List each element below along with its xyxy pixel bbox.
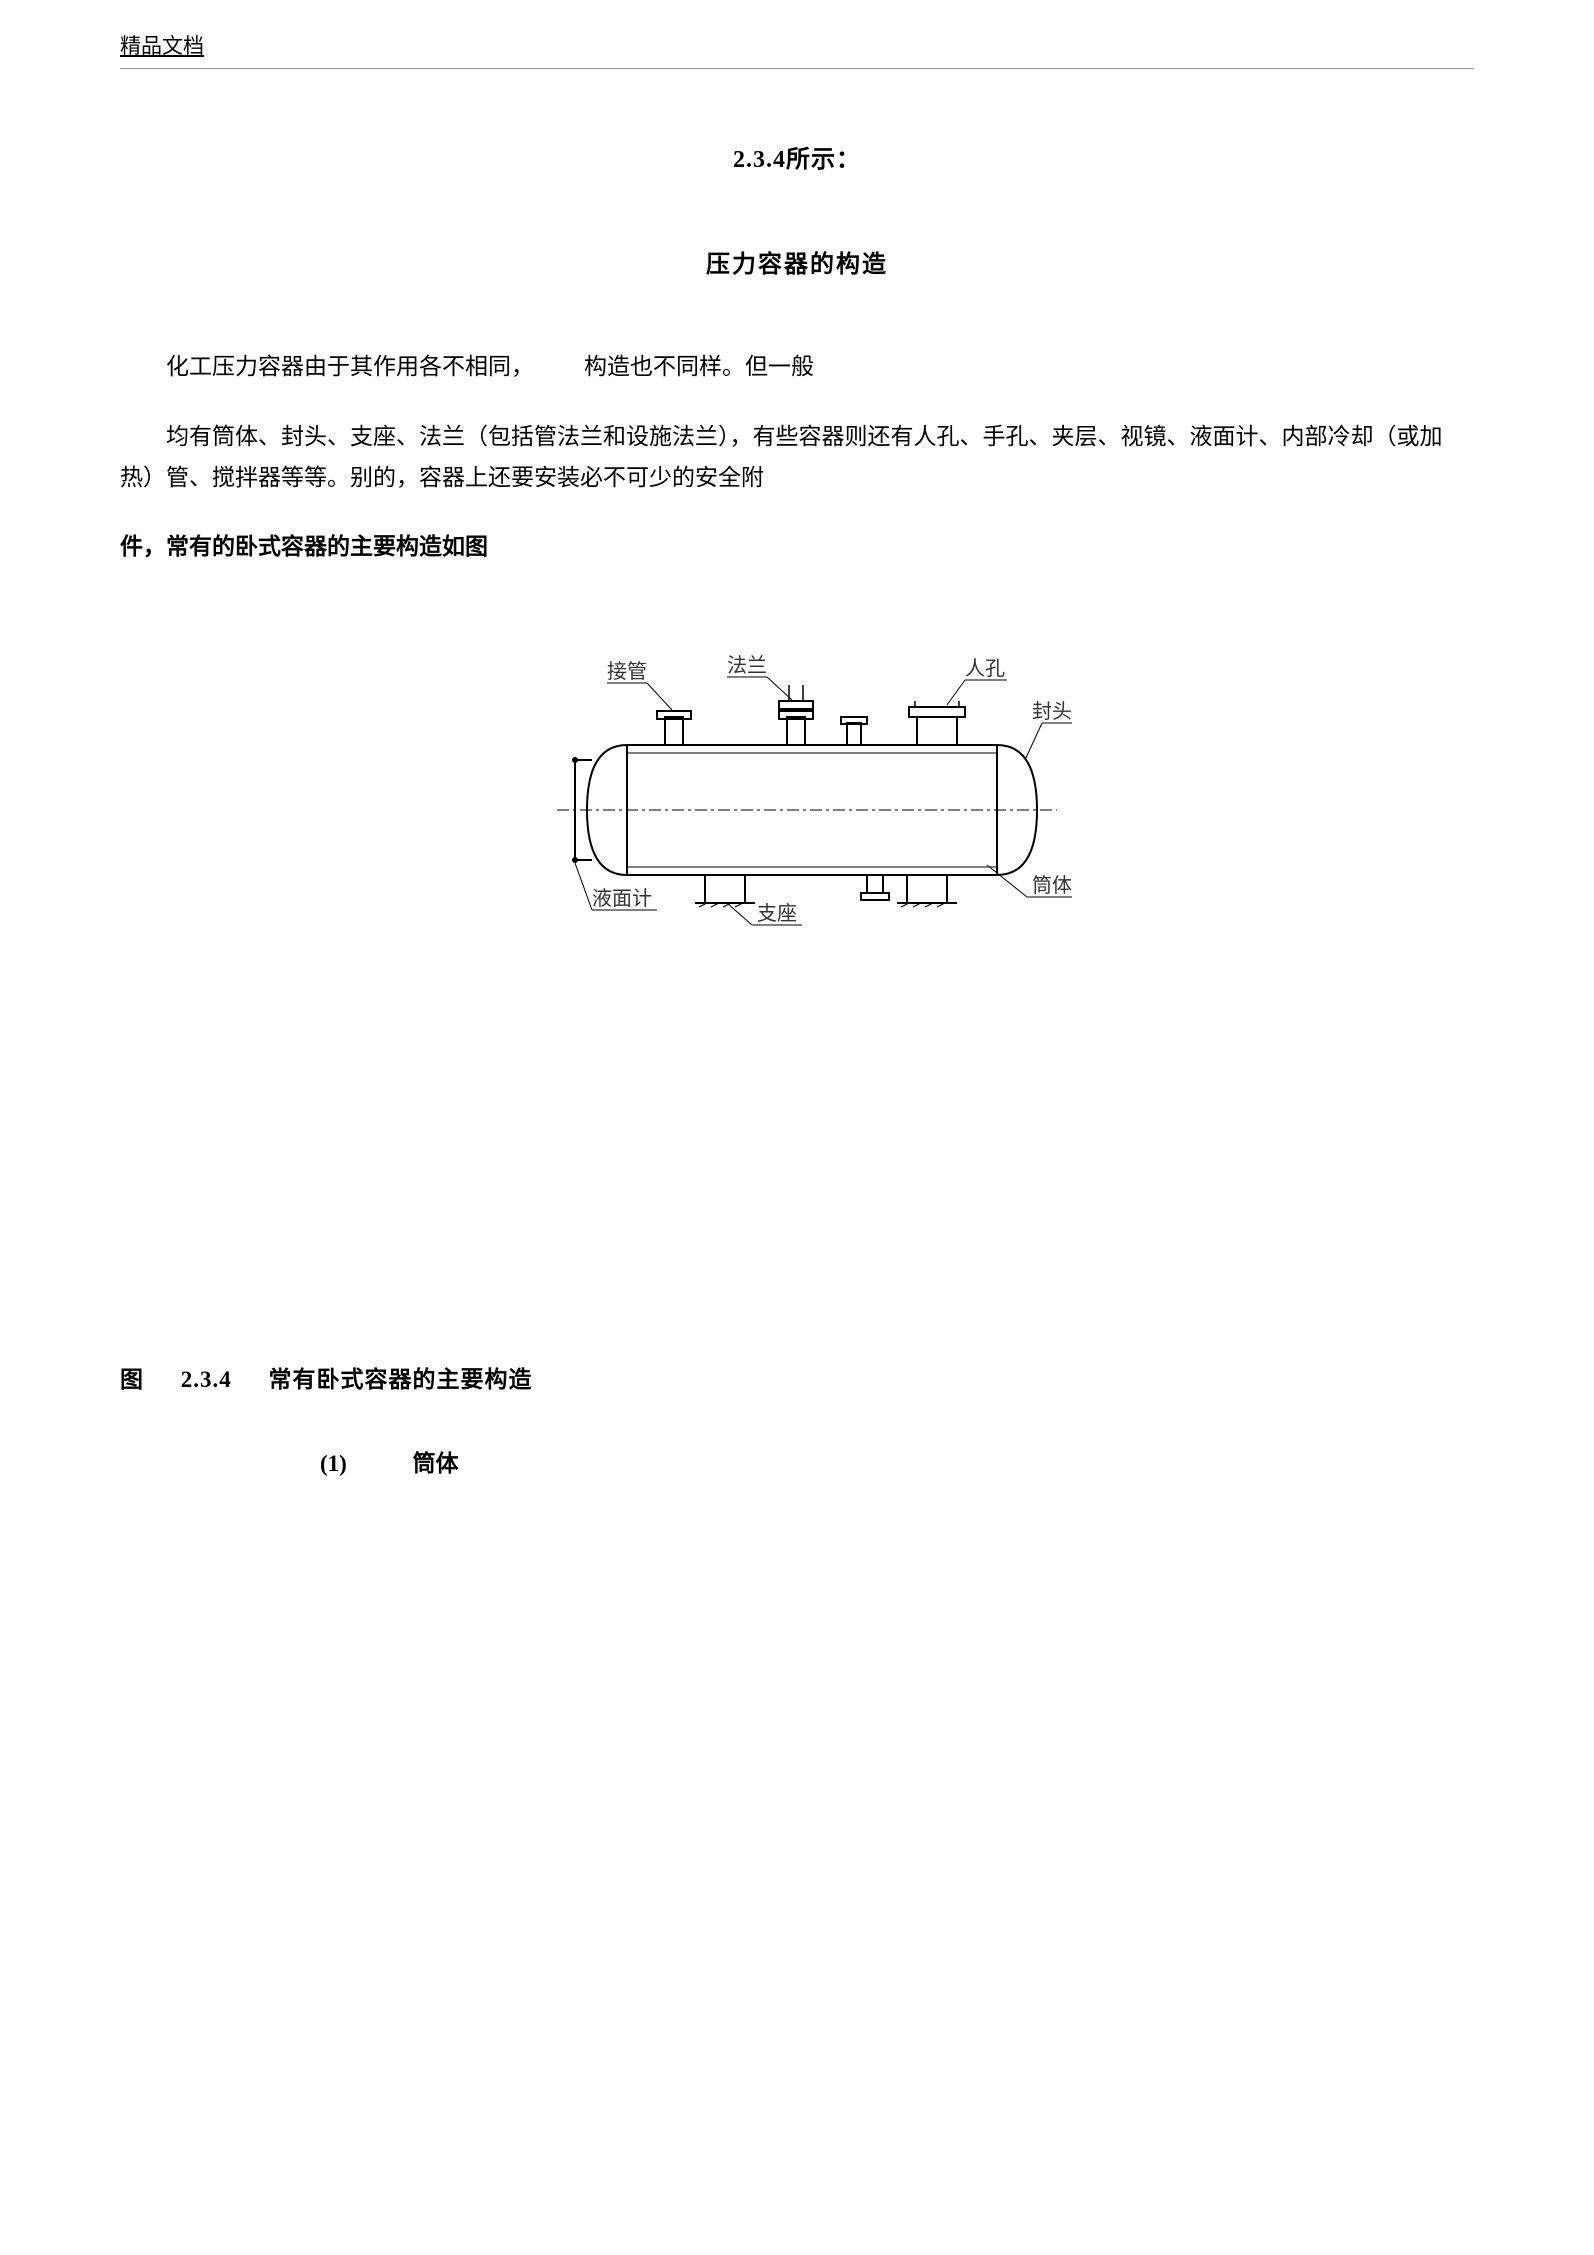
label-yemianji: 液面计 xyxy=(592,887,652,910)
left-nozzle xyxy=(665,717,683,745)
drain-nozzle xyxy=(867,875,883,893)
label-jieguan: 接管 xyxy=(607,660,647,683)
vessel-svg: 接管 法兰 人孔 封头 筒体 xyxy=(517,645,1077,955)
fig-number: 2.3.4 xyxy=(181,1367,232,1392)
label-tongti: 筒体 xyxy=(1032,874,1072,897)
manhole-neck xyxy=(917,717,957,745)
vessel-diagram: 接管 法兰 人孔 封头 筒体 xyxy=(517,645,1077,960)
subsection-number: (1) xyxy=(320,1451,347,1476)
para1-left: 化工压力容器由于其作用各不相同， xyxy=(166,349,534,386)
paragraph-1: 化工压力容器由于其作用各不相同， 构造也不同样。但一般 xyxy=(120,349,1474,386)
paragraph-3: 件，常有的卧式容器的主要构造如图 xyxy=(120,529,1474,566)
label-falan: 法兰 xyxy=(727,654,767,677)
label-zhizuo: 支座 xyxy=(757,902,797,925)
mid-nozzle xyxy=(787,717,805,745)
subsection-title: 筒体 xyxy=(413,1451,459,1476)
fig-label: 图 xyxy=(120,1367,144,1392)
section-title: 压力容器的构造 xyxy=(120,244,1474,279)
right-support xyxy=(907,875,947,903)
section-reference: 2.3.4所示： xyxy=(120,139,1474,174)
para1-right: 构造也不同样。但一般 xyxy=(584,349,814,386)
left-support xyxy=(705,875,745,903)
subsection: (1) 筒体 xyxy=(120,1444,1474,1478)
figure-caption: 图 2.3.4 常有卧式容器的主要构造 xyxy=(120,1360,1474,1394)
fig-caption-text: 常有卧式容器的主要构造 xyxy=(269,1367,533,1392)
small-nozzle xyxy=(847,723,861,745)
document-page: 精品文档 2.3.4所示： 压力容器的构造 化工压力容器由于其作用各不相同， 构… xyxy=(0,0,1594,1518)
label-fengtou: 封头 xyxy=(1032,700,1072,723)
label-renkong: 人孔 xyxy=(965,657,1005,680)
paragraph-2: 均有筒体、封头、支座、法兰（包括管法兰和设施法兰），有些容器则还有人孔、手孔、夹… xyxy=(120,416,1474,499)
mid-flange-top xyxy=(779,701,813,709)
header-label: 精品文档 xyxy=(120,34,204,58)
manhole-cover xyxy=(909,707,965,717)
diagram-container: 接管 法兰 人孔 封头 筒体 xyxy=(120,645,1474,960)
page-header: 精品文档 xyxy=(120,30,1474,69)
